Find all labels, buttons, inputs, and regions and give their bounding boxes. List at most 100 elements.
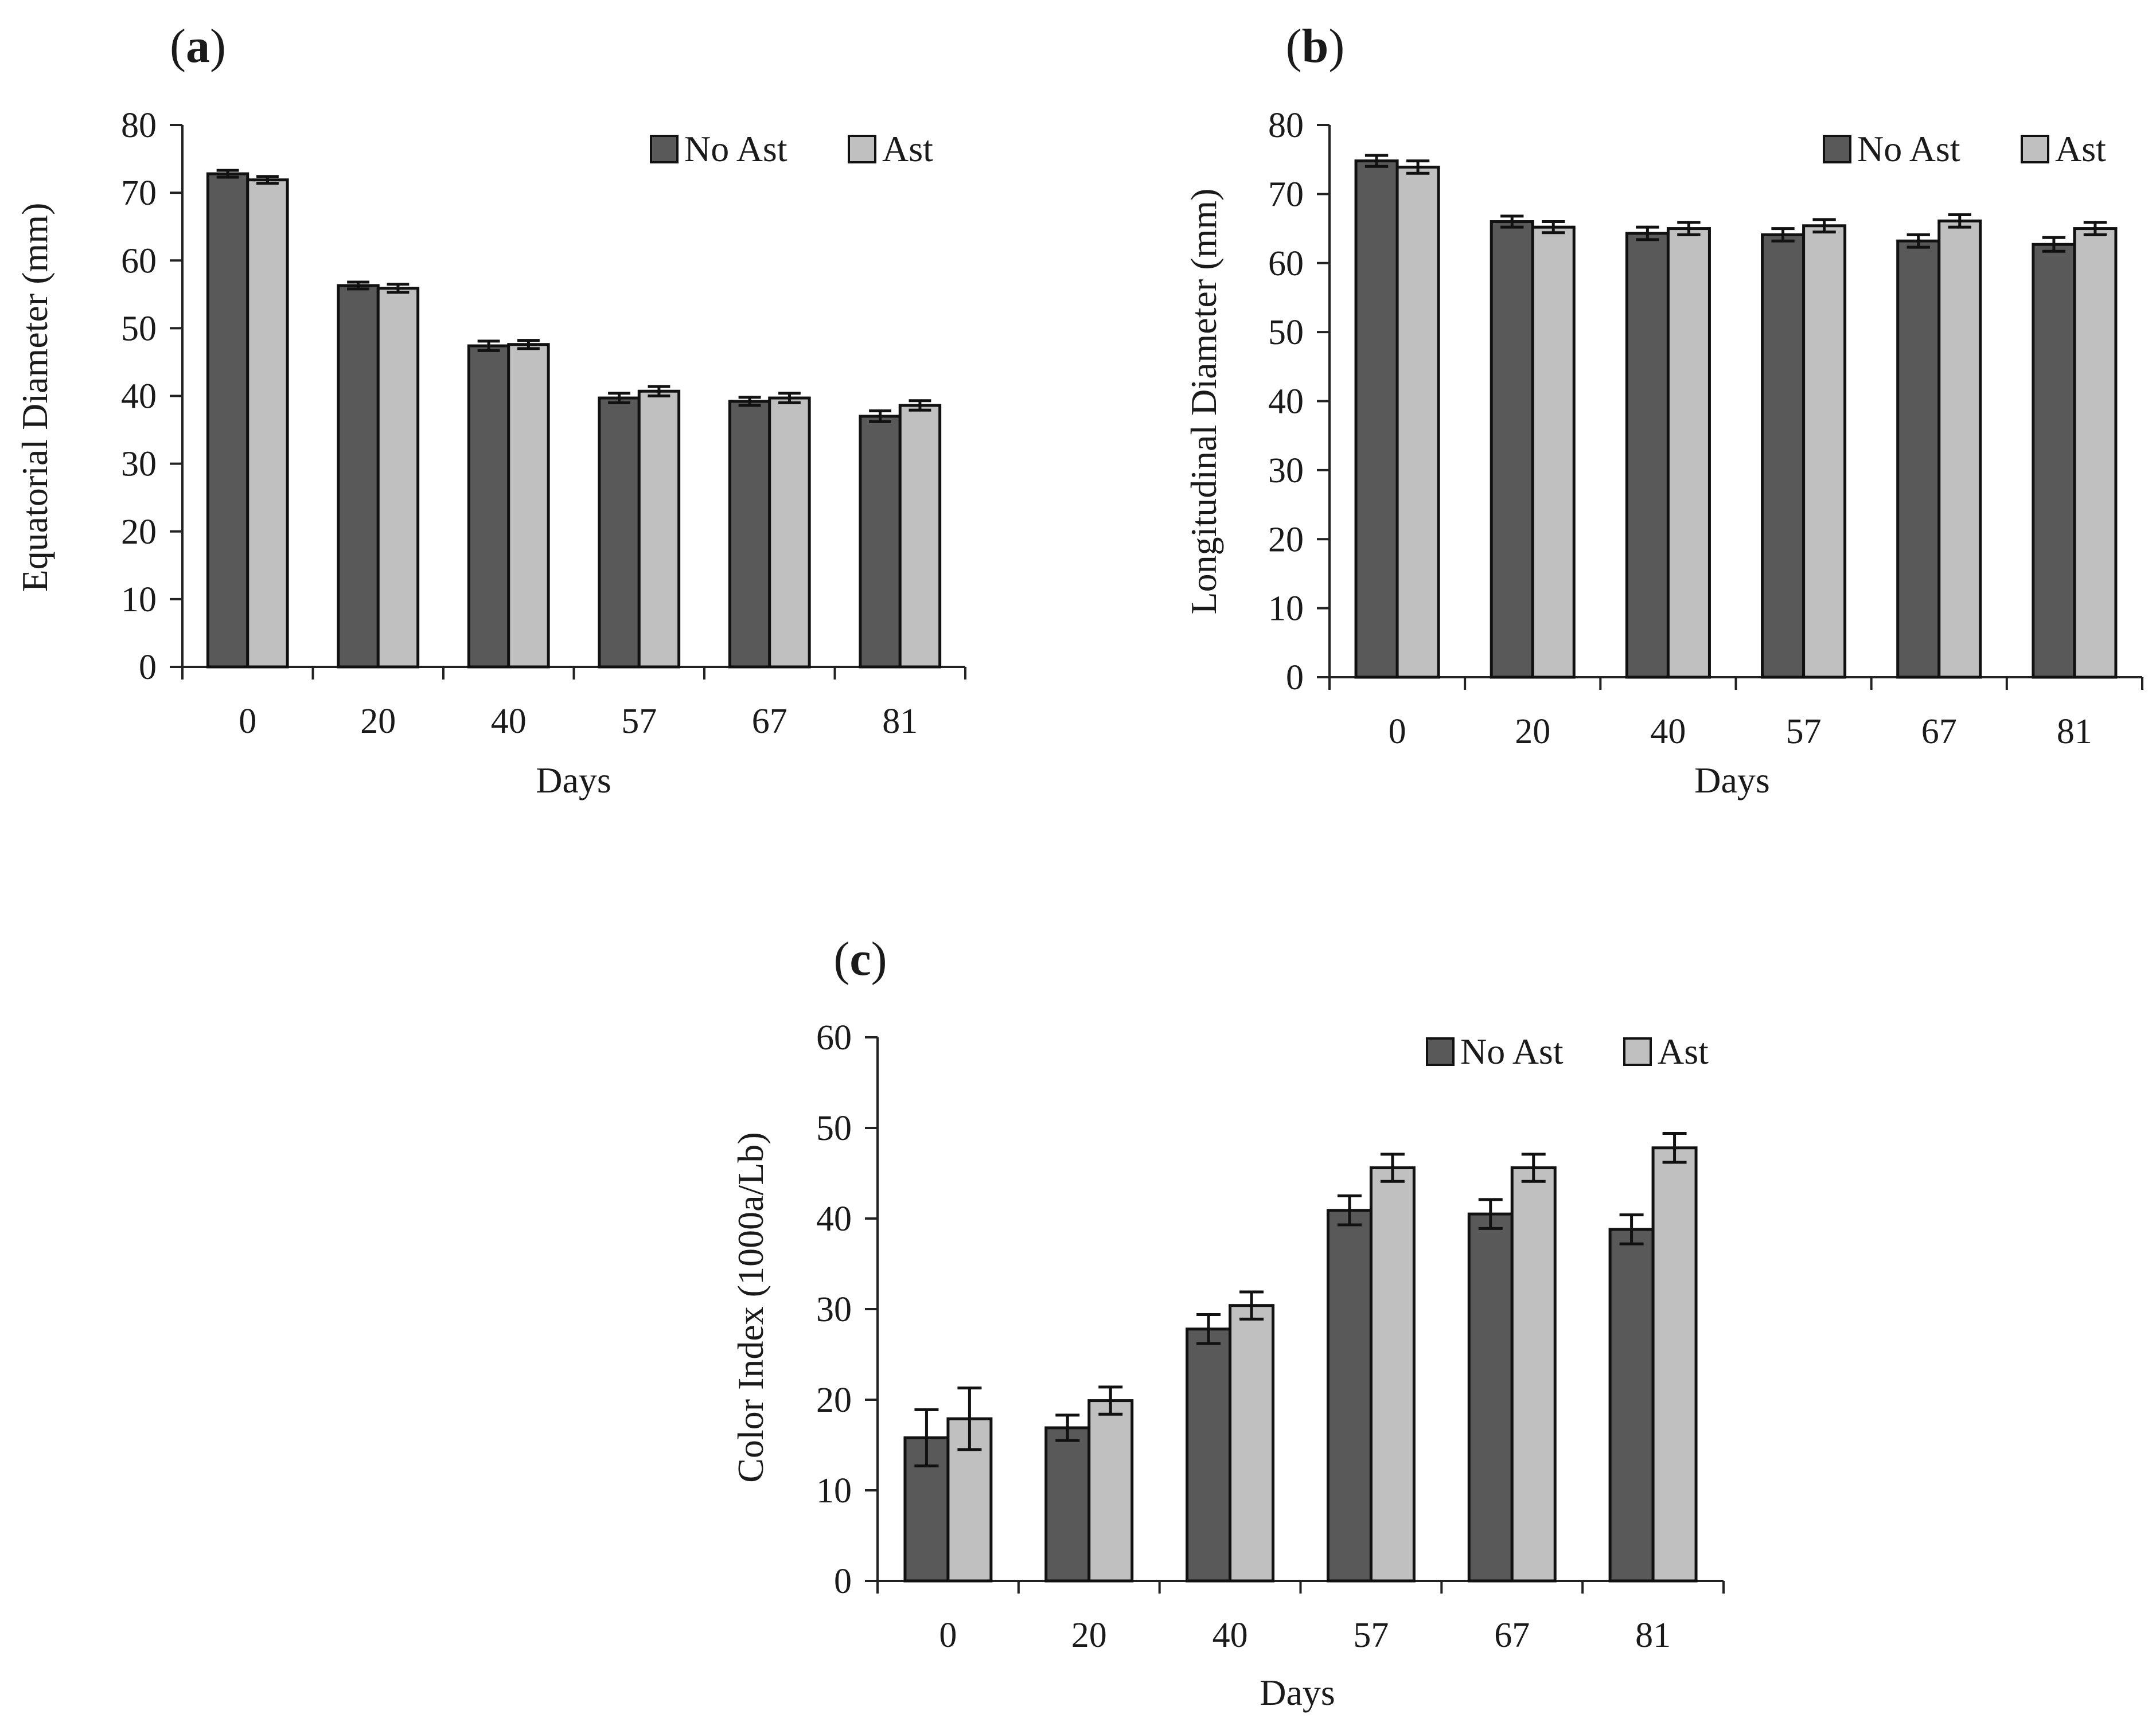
- legend-swatch-ast-a: [848, 135, 876, 163]
- bar-a-no-ast-67: [728, 400, 771, 669]
- y-tick-label-b-40: 40: [1268, 382, 1304, 421]
- bar-c-ast-67: [1510, 1166, 1557, 1583]
- y-tick-label-a-50: 50: [121, 309, 157, 348]
- legend-label-ast-b: Ast: [2055, 128, 2106, 169]
- bar-a-no-ast-81: [859, 415, 902, 669]
- y-axis-title-a: Equatorial Diameter (mm): [14, 203, 55, 592]
- y-tick-label-b-30: 30: [1268, 451, 1304, 490]
- x-tick-label-b-40: 40: [1650, 712, 1686, 751]
- bar-c-ast-20: [1087, 1399, 1134, 1583]
- bar-b-ast-0: [1395, 165, 1440, 679]
- bar-c-no-ast-81: [1608, 1228, 1655, 1583]
- y-tick-label-a-40: 40: [121, 377, 157, 416]
- y-tick-label-b-60: 60: [1268, 244, 1304, 283]
- y-tick-label-a-10: 10: [121, 580, 157, 619]
- x-axis-title-c: Days: [1260, 1672, 1335, 1713]
- y-axis-title-b: Longitudinal Diameter (mm): [1183, 189, 1224, 615]
- x-tick-label-a-67: 67: [752, 702, 787, 741]
- chart-panel-c: (c) Color Index (1000a/Lb) Days No Ast A…: [730, 932, 1725, 1713]
- y-tick-label-a-0: 0: [139, 648, 157, 687]
- x-tick-label-a-40: 40: [491, 702, 527, 741]
- bar-c-no-ast-40: [1186, 1327, 1232, 1583]
- bar-b-no-ast-81: [2032, 243, 2076, 679]
- bar-b-no-ast-0: [1354, 159, 1399, 679]
- legend-label-no-ast-a: No Ast: [684, 128, 787, 169]
- y-tick-label-b-50: 50: [1268, 313, 1304, 352]
- y-tick-label-c-20: 20: [816, 1381, 852, 1420]
- y-tick-label-c-10: 10: [816, 1471, 852, 1510]
- legend-swatch-no-ast-a: [650, 135, 679, 163]
- panel-label-b: (b): [1286, 19, 1345, 73]
- y-tick-label-a-70: 70: [121, 174, 157, 213]
- legend-label-no-ast-b: No Ast: [1857, 128, 1960, 169]
- bar-b-ast-20: [1531, 225, 1576, 679]
- bar-b-no-ast-57: [1761, 233, 1806, 679]
- bar-a-no-ast-0: [206, 172, 249, 669]
- bar-b-no-ast-67: [1896, 239, 1941, 679]
- y-tick-label-b-20: 20: [1268, 520, 1304, 559]
- x-axis-title-a: Days: [536, 760, 611, 800]
- bar-a-no-ast-57: [598, 396, 641, 669]
- y-tick-label-c-0: 0: [834, 1562, 852, 1601]
- panel-label-a: (a): [170, 19, 226, 73]
- x-tick-label-a-20: 20: [360, 702, 396, 741]
- y-tick-label-b-80: 80: [1268, 106, 1304, 145]
- x-tick-label-b-67: 67: [1921, 712, 1957, 751]
- y-tick-label-b-70: 70: [1268, 175, 1304, 214]
- x-tick-label-c-20: 20: [1071, 1616, 1107, 1655]
- bar-c-no-ast-57: [1326, 1209, 1373, 1583]
- panel-label-c-letter: c: [849, 932, 871, 986]
- panel-label-c: (c): [833, 932, 887, 986]
- bar-b-ast-40: [1666, 227, 1711, 679]
- y-tick-label-a-60: 60: [121, 241, 157, 280]
- x-tick-label-a-0: 0: [239, 702, 256, 741]
- bar-c-ast-57: [1369, 1166, 1416, 1583]
- bar-c-ast-0: [946, 1417, 993, 1583]
- x-tick-label-b-81: 81: [2057, 712, 2092, 751]
- bar-c-no-ast-20: [1044, 1426, 1091, 1583]
- x-tick-label-a-57: 57: [621, 702, 657, 741]
- panel-label-b-letter: b: [1302, 19, 1329, 73]
- y-tick-label-c-50: 50: [816, 1109, 852, 1148]
- bar-c-no-ast-67: [1467, 1212, 1514, 1583]
- bar-c-ast-81: [1651, 1146, 1698, 1583]
- y-tick-label-a-30: 30: [121, 445, 157, 484]
- bar-a-no-ast-20: [337, 284, 380, 669]
- bar-a-ast-0: [246, 178, 289, 669]
- x-tick-label-c-0: 0: [939, 1616, 957, 1655]
- x-tick-label-a-81: 81: [882, 702, 918, 741]
- y-tick-label-a-20: 20: [121, 513, 157, 552]
- y-tick-label-c-40: 40: [816, 1200, 852, 1239]
- bar-b-ast-81: [2073, 227, 2118, 679]
- legend-swatch-ast-b: [2021, 135, 2049, 163]
- bar-b-ast-57: [1802, 224, 1847, 679]
- x-tick-label-b-20: 20: [1515, 712, 1550, 751]
- panel-label-a-letter: a: [186, 19, 210, 73]
- x-tick-label-b-57: 57: [1786, 712, 1822, 751]
- y-tick-label-c-60: 60: [816, 1018, 852, 1057]
- bar-a-no-ast-40: [467, 344, 510, 669]
- bar-c-ast-40: [1229, 1304, 1275, 1583]
- x-tick-label-c-67: 67: [1494, 1616, 1530, 1655]
- legend-swatch-ast-c: [1623, 1037, 1652, 1066]
- legend-label-no-ast-c: No Ast: [1460, 1031, 1564, 1072]
- chart-panel-a: (a) Equatorial Diameter (mm) Days No Ast…: [14, 19, 966, 800]
- bar-a-ast-40: [507, 343, 550, 669]
- legend-label-ast-a: Ast: [882, 128, 933, 169]
- bar-b-no-ast-40: [1625, 232, 1670, 679]
- y-tick-label-a-80: 80: [121, 106, 157, 145]
- chart-panel-b: (b) Longitudinal Diameter (mm) Days No A…: [1183, 19, 2143, 800]
- bar-a-ast-81: [898, 404, 942, 669]
- y-tick-label-c-30: 30: [816, 1290, 852, 1329]
- bar-a-ast-20: [376, 287, 420, 669]
- x-tick-label-c-40: 40: [1212, 1616, 1248, 1655]
- y-tick-label-b-10: 10: [1268, 589, 1304, 628]
- x-tick-label-c-81: 81: [1635, 1616, 1671, 1655]
- bar-a-ast-67: [768, 396, 811, 669]
- legend-swatch-no-ast-b: [1823, 135, 1851, 163]
- x-axis-title-b: Days: [1694, 760, 1770, 800]
- bar-b-ast-67: [1937, 219, 1982, 679]
- bar-a-ast-57: [637, 389, 681, 669]
- y-axis-title-c: Color Index (1000a/Lb): [730, 1132, 771, 1482]
